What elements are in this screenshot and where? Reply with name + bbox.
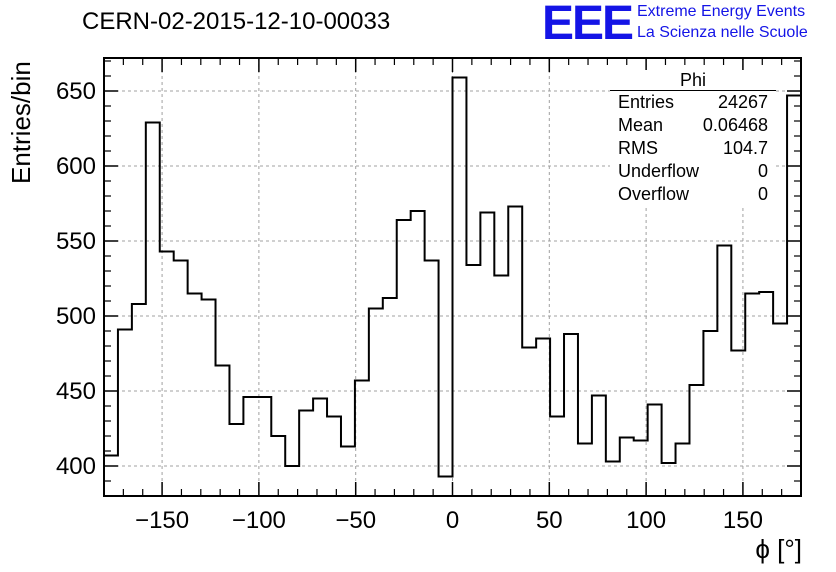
histogram-bin: [439, 477, 453, 497]
stats-row: RMS 104.7: [610, 137, 776, 160]
histogram-bin: [299, 411, 313, 497]
x-tick-label: 100: [626, 507, 666, 534]
histogram-bin: [508, 207, 522, 497]
stats-label: Overflow: [618, 184, 690, 204]
histogram-bin: [355, 381, 369, 497]
x-tick-label: −150: [135, 507, 189, 534]
y-tick-label: 650: [56, 78, 96, 105]
histogram-bin: [132, 304, 146, 496]
histogram-bin: [425, 261, 439, 497]
histogram-bin: [648, 405, 662, 497]
y-tick-label: 400: [56, 453, 96, 480]
x-tick-label: 0: [446, 507, 459, 534]
x-tick-label: −50: [335, 507, 376, 534]
stats-label: Entries: [618, 92, 675, 112]
logo-subtitle-2: La Scienza nelle Scuole: [637, 24, 808, 41]
stats-value: 0: [757, 184, 768, 204]
stats-value: 0: [757, 161, 768, 181]
histogram-bin: [717, 246, 731, 497]
histogram-outline: [103, 76, 802, 496]
histogram-bin: [466, 265, 480, 496]
histogram-bin: [257, 397, 271, 496]
histogram-bin: [369, 309, 383, 497]
stats-row: Underflow 0: [610, 160, 776, 183]
y-axis-label: Entries/bin: [6, 61, 36, 184]
histogram-bin: [118, 330, 132, 497]
histogram-bin: [689, 385, 703, 496]
histogram-bin: [229, 424, 243, 496]
histogram-bin: [773, 324, 787, 497]
stats-value: 104.7: [722, 138, 768, 158]
stats-row: Entries 24267: [610, 91, 776, 114]
y-tick-label: 600: [56, 153, 96, 180]
histogram-bin: [411, 211, 425, 496]
stats-row: Overflow 0: [610, 183, 776, 206]
histogram-bin: [759, 292, 773, 496]
stats-label: Underflow: [618, 161, 700, 181]
histogram-bin: [341, 447, 355, 497]
stats-label: Mean: [618, 115, 664, 135]
histogram-bin: [662, 463, 676, 496]
stats-box: Phi Entries 24267 Mean 0.06468 RMS 104.7…: [610, 70, 776, 206]
histogram-bin: [146, 123, 160, 497]
histogram-bin: [564, 334, 578, 496]
histogram-bin: [174, 261, 188, 497]
x-tick-label: −100: [232, 507, 286, 534]
eee-logo: EEE: [542, 0, 634, 50]
histogram-bin: [494, 276, 508, 497]
histogram-bin: [703, 331, 717, 496]
stats-value: 24267: [717, 92, 768, 112]
y-tick-label: 500: [56, 303, 96, 330]
axes: [103, 57, 802, 497]
histogram-bin: [550, 417, 564, 497]
histogram-bin: [592, 396, 606, 497]
histogram-bin: [243, 397, 257, 496]
stats-value: 0.06468: [702, 115, 768, 135]
x-tick-label: 50: [536, 507, 563, 534]
x-tick-label: 150: [723, 507, 763, 534]
histogram-bin: [536, 339, 550, 497]
histogram-bin: [453, 78, 467, 497]
logo-subtitle-1: Extreme Energy Events: [637, 3, 806, 20]
histogram-bin: [620, 438, 634, 497]
x-axis-label: ϕ [°]: [755, 534, 802, 564]
stats-row: Mean 0.06468: [610, 114, 776, 137]
histogram-bars: [103, 76, 802, 497]
histogram-bin: [522, 348, 536, 497]
histogram-bin: [397, 220, 411, 496]
y-tick-label: 550: [56, 228, 96, 255]
tick-labels: −150 −100 −50 0 50 100 150 400 450 500 550 600 650: [56, 78, 763, 534]
histogram-bin: [676, 444, 690, 497]
stats-title: Phi: [610, 70, 776, 91]
histogram-bin: [327, 417, 341, 497]
histogram-bin: [216, 366, 230, 497]
histogram-bin: [578, 444, 592, 497]
histogram-bin: [313, 399, 327, 497]
histogram-bin: [104, 456, 118, 497]
histogram-bin: [480, 213, 494, 497]
histogram-bin: [202, 300, 216, 497]
chart-title: CERN-02-2015-12-10-00033: [82, 8, 391, 35]
stats-label: RMS: [618, 138, 658, 158]
y-tick-label: 450: [56, 378, 96, 405]
